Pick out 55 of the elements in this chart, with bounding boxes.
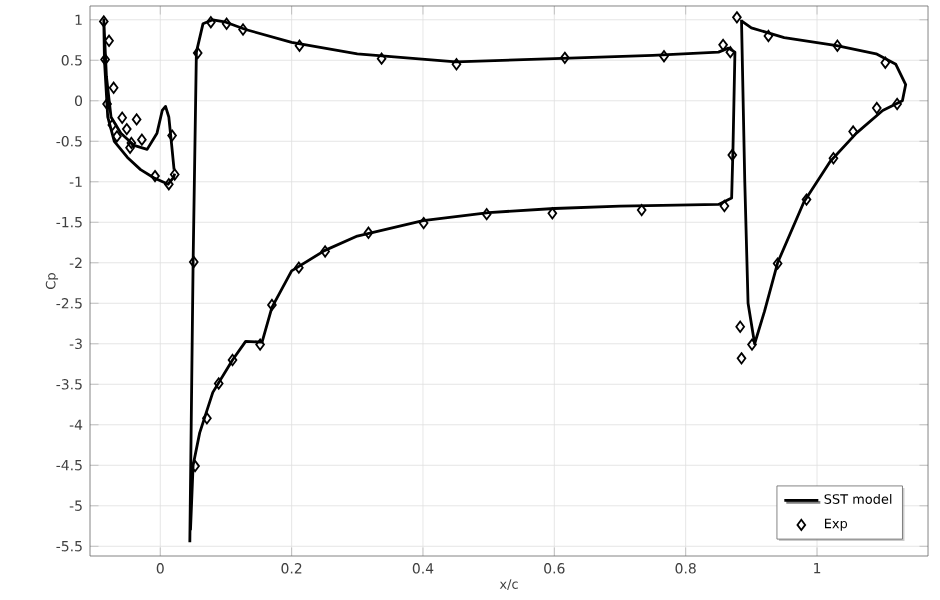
point xyxy=(121,123,132,136)
point xyxy=(221,17,232,30)
point xyxy=(892,97,902,111)
point xyxy=(727,148,738,162)
point xyxy=(227,353,238,367)
point xyxy=(547,207,558,220)
point xyxy=(267,298,277,311)
point xyxy=(451,58,462,71)
point xyxy=(202,412,212,425)
point xyxy=(192,46,203,60)
point xyxy=(188,255,199,269)
point xyxy=(718,38,728,51)
point xyxy=(190,459,200,473)
point xyxy=(848,125,858,138)
point xyxy=(801,193,812,206)
point xyxy=(636,204,647,217)
point xyxy=(112,130,122,143)
point xyxy=(560,51,570,64)
point xyxy=(117,111,127,124)
point xyxy=(137,133,147,146)
point xyxy=(418,216,429,230)
point xyxy=(238,23,248,36)
point xyxy=(206,16,216,29)
point xyxy=(871,101,882,115)
point xyxy=(100,53,110,66)
point xyxy=(255,338,265,351)
point xyxy=(164,178,174,191)
line-series xyxy=(740,18,908,346)
point xyxy=(363,226,374,239)
point xyxy=(832,39,843,52)
point xyxy=(98,15,109,28)
point xyxy=(772,257,783,270)
point xyxy=(880,56,891,69)
point xyxy=(294,261,304,274)
point xyxy=(481,208,492,221)
point xyxy=(747,338,757,351)
point xyxy=(736,352,747,365)
point xyxy=(108,81,119,94)
point xyxy=(725,46,736,59)
point xyxy=(735,320,745,333)
point xyxy=(376,52,387,65)
point xyxy=(213,377,224,390)
point xyxy=(828,152,839,165)
point xyxy=(719,199,730,213)
point xyxy=(659,50,669,63)
point xyxy=(167,129,177,142)
point xyxy=(294,39,305,52)
point xyxy=(320,245,330,258)
point xyxy=(131,113,142,126)
point xyxy=(150,170,160,183)
line-series xyxy=(188,18,737,544)
point xyxy=(732,11,742,24)
point xyxy=(763,29,774,43)
point xyxy=(126,136,137,149)
point xyxy=(125,141,135,154)
